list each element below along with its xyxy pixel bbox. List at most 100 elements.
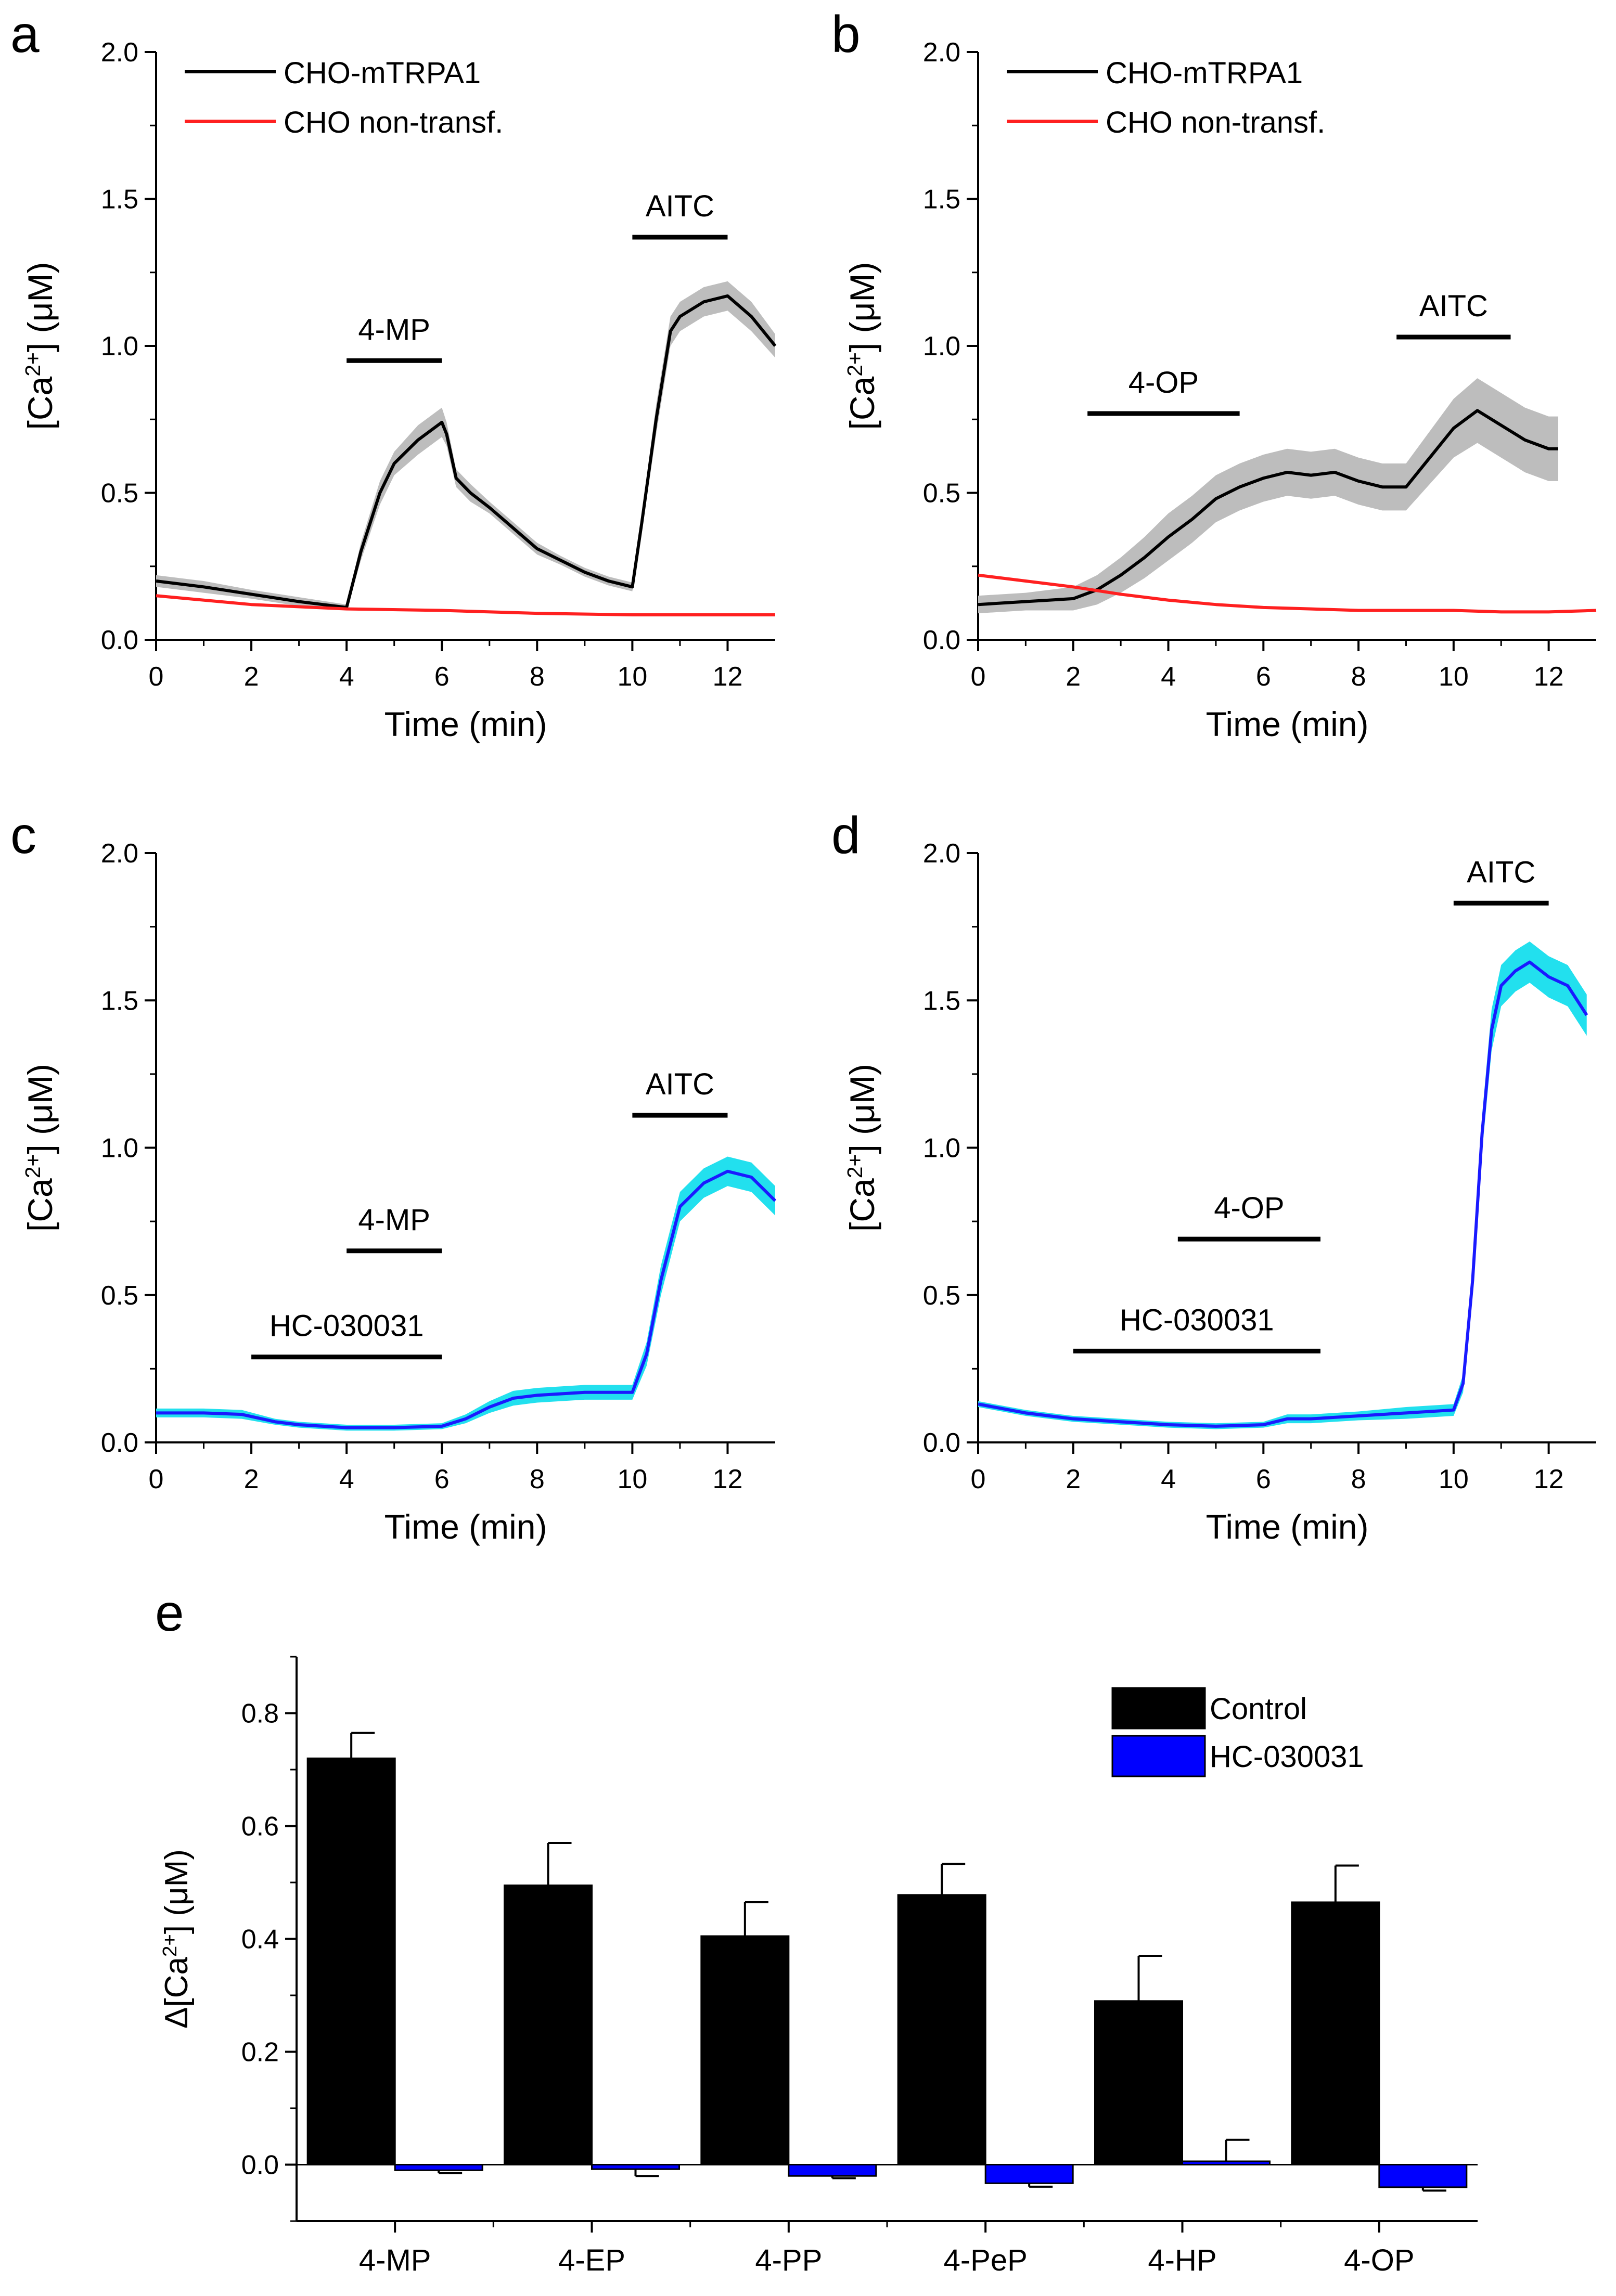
application-bar-label: AITC <box>1467 855 1535 889</box>
legend-label: CHO non-transf. <box>284 106 503 139</box>
series-line-0 <box>978 960 1588 1428</box>
y-tick-label: 0.0 <box>101 1428 138 1458</box>
y-axis-title-superscript: 2+ <box>21 1154 45 1179</box>
y-axis-title-superscript: 2+ <box>21 352 45 377</box>
x-tick-label: 4-PeP <box>944 2243 1028 2277</box>
x-tick-label: 10 <box>617 1464 647 1494</box>
bar-control <box>504 1884 593 2166</box>
x-axis-title: Time (min) <box>1206 705 1369 743</box>
series-line-1 <box>978 573 1597 614</box>
y-axis-title-part: ] (μM) <box>843 1064 881 1154</box>
y-axis-title: [Ca2+] (μM) <box>843 1064 881 1232</box>
x-tick-label: 0 <box>149 1464 164 1494</box>
x-tick-label: 8 <box>530 662 545 692</box>
x-axis-title: Time (min) <box>384 1507 547 1546</box>
x-tick-label: 8 <box>1351 662 1366 692</box>
y-axis-title-part: Δ[Ca <box>159 1957 195 2029</box>
x-tick-label: 4-PP <box>755 2243 822 2277</box>
x-tick-label: 0 <box>149 662 164 692</box>
x-tick-label: 4-HP <box>1148 2243 1216 2277</box>
series-line-0 <box>156 294 777 609</box>
x-tick-label: 2 <box>244 1464 259 1494</box>
application-bar-label: HC-030031 <box>1120 1303 1274 1337</box>
y-tick-label: 0.5 <box>101 479 138 509</box>
application-bar-label: 4-MP <box>358 1203 430 1237</box>
panel-e: 0.0 0.2 0.4 0.6 0.8 Δ[Ca2+] (μM) 4-MP 4-EP 4-PP 4… <box>159 1656 1478 2277</box>
bar-control <box>1094 2000 1183 2166</box>
y-axis-title-part: ] (μM) <box>159 1849 195 1934</box>
legend-swatch <box>1111 1687 1206 1730</box>
panel-letter-b: b <box>831 5 861 63</box>
x-tick-label: 6 <box>1256 1464 1271 1494</box>
bar-control <box>897 1894 986 2166</box>
x-axis-title: Time (min) <box>384 705 547 743</box>
y-tick-label: 1.0 <box>101 1133 138 1164</box>
y-tick-label: 0.4 <box>241 1925 279 1955</box>
y-tick-label: 2.0 <box>923 839 960 869</box>
y-tick-label: 0.0 <box>923 1428 960 1458</box>
y-axis-title-part: ] (μM) <box>843 262 881 353</box>
y-axis-title-part: [Ca <box>21 377 59 430</box>
y-axis-title: Δ[Ca2+] (μM) <box>159 1849 195 2029</box>
y-tick-label: 0.0 <box>923 625 960 655</box>
legend-label: CHO-mTRPA1 <box>1106 56 1303 90</box>
panel-letter-e: e <box>155 1584 184 1642</box>
x-tick-label: 8 <box>530 1464 545 1494</box>
sem-band-0 <box>156 281 775 611</box>
bar-hc-030031 <box>591 2164 680 2170</box>
x-tick-label: 12 <box>1534 1464 1564 1494</box>
application-bar-label: 4-OP <box>1128 366 1199 399</box>
bar-hc-030031 <box>788 2164 877 2177</box>
y-tick-label: 2.0 <box>101 839 138 869</box>
x-tick-label: 6 <box>1256 662 1271 692</box>
x-tick-label: 4 <box>1161 1464 1176 1494</box>
y-axis-title-part: [Ca <box>21 1178 59 1232</box>
x-tick-label: 2 <box>1066 662 1081 692</box>
panel-letter-c: c <box>10 806 36 865</box>
y-tick-label: 0.0 <box>241 2150 279 2181</box>
y-tick-label: 1.0 <box>923 1133 960 1164</box>
y-tick-label: 0.6 <box>241 1812 279 1842</box>
x-tick-label: 4 <box>339 662 354 692</box>
x-axis-title: Time (min) <box>1206 1507 1369 1546</box>
y-axis-title: [Ca2+] (μM) <box>21 262 59 430</box>
series-line-0 <box>156 1169 777 1429</box>
application-bar-label: AITC <box>646 189 714 223</box>
bar-control <box>1291 1901 1380 2166</box>
series-line-1 <box>156 594 775 616</box>
application-bar-label: AITC <box>646 1067 714 1101</box>
x-tick-label: 4-OP <box>1344 2243 1414 2277</box>
sem-band-0 <box>978 378 1558 614</box>
application-bar-label: AITC <box>1419 289 1488 323</box>
bar-hc-030031 <box>984 2164 1074 2184</box>
panel-d: 0 2 4 6 8 10 12 0.0 0.5 1.0 1.5 2.0 Time (min) [Ca2+]… <box>843 839 1596 1546</box>
x-tick-label: 8 <box>1351 1464 1366 1494</box>
bar-control <box>306 1757 396 2166</box>
application-bar-label: 4-MP <box>358 313 430 346</box>
bar-control <box>700 1935 790 2165</box>
y-tick-label: 1.5 <box>101 986 138 1016</box>
y-tick-label: 1.5 <box>101 185 138 215</box>
bar-hc-030031 <box>394 2164 483 2171</box>
y-axis-title: [Ca2+] (μM) <box>843 262 881 430</box>
legend-label: HC-030031 <box>1210 1740 1364 1774</box>
y-axis-title-part: [Ca <box>843 377 881 430</box>
x-tick-label: 0 <box>971 1464 986 1494</box>
bar-hc-030031 <box>1378 2164 1468 2188</box>
y-axis-title-part: ] (μM) <box>21 1064 59 1154</box>
y-axis-title-superscript: 2+ <box>843 1154 867 1179</box>
x-tick-label: 4-MP <box>359 2243 431 2277</box>
x-tick-label: 10 <box>617 662 647 692</box>
legend-label: CHO-mTRPA1 <box>284 56 481 90</box>
y-axis-title-part: ] (μM) <box>21 262 59 353</box>
x-tick-label: 12 <box>713 1464 743 1494</box>
x-tick-label: 12 <box>1534 662 1564 692</box>
panel-c: 0 2 4 6 8 10 12 0.0 0.5 1.0 1.5 2.0 Time (min) [Ca2+]… <box>21 839 777 1546</box>
x-tick-label: 10 <box>1439 662 1469 692</box>
application-bar-label: 4-OP <box>1214 1191 1284 1225</box>
panel-letter-a: a <box>10 5 40 63</box>
application-bar-label: HC-030031 <box>270 1309 424 1343</box>
x-tick-label: 0 <box>971 662 986 692</box>
x-tick-label: 6 <box>434 662 450 692</box>
